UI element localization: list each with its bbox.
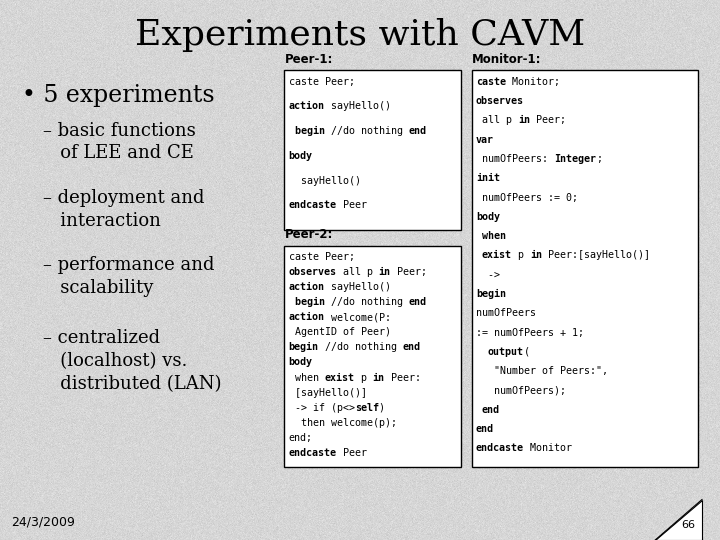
Text: body: body (289, 357, 312, 368)
Bar (472, 70, 698, 467)
Text: endcaste: endcaste (289, 200, 337, 211)
Text: self: self (355, 403, 379, 413)
Text: – deployment and
   interaction: – deployment and interaction (43, 189, 204, 230)
Text: begin: begin (289, 126, 325, 136)
Text: in: in (518, 116, 530, 125)
Text: endcaste: endcaste (476, 443, 524, 454)
Text: caste: caste (476, 77, 506, 87)
Bar (284, 70, 461, 230)
Text: Peer;: Peer; (530, 116, 566, 125)
Text: end: end (402, 342, 420, 353)
Text: exist: exist (325, 373, 355, 382)
Text: //do nothing: //do nothing (319, 342, 402, 353)
Text: • 5 experiments: • 5 experiments (22, 84, 215, 107)
Text: var: var (476, 134, 494, 145)
Text: -> if (p<>: -> if (p<> (289, 403, 355, 413)
Text: numOfPeers := 0;: numOfPeers := 0; (476, 193, 578, 202)
Text: ;: ; (596, 154, 602, 164)
Text: in: in (379, 267, 391, 277)
Text: := numOfPeers + 1;: := numOfPeers + 1; (476, 328, 584, 338)
Text: body: body (289, 151, 312, 161)
Text: Peer:: Peer: (384, 373, 420, 382)
Text: begin: begin (289, 298, 325, 307)
Text: numOfPeers:: numOfPeers: (476, 154, 554, 164)
Text: Experiments with CAVM: Experiments with CAVM (135, 18, 585, 52)
Text: 66: 66 (681, 520, 695, 530)
Text: welcome(P:: welcome(P: (325, 312, 391, 322)
Text: end: end (482, 405, 500, 415)
Text: all p: all p (337, 267, 379, 277)
Text: 24/3/2009: 24/3/2009 (11, 515, 75, 528)
Text: – basic functions
   of LEE and CE: – basic functions of LEE and CE (43, 122, 196, 163)
Text: end: end (476, 424, 494, 434)
Text: when: when (482, 231, 506, 241)
Text: Peer-1:: Peer-1: (284, 53, 333, 66)
Text: action: action (289, 312, 325, 322)
Text: in: in (373, 373, 384, 382)
Text: //do nothing: //do nothing (325, 298, 409, 307)
Text: output: output (488, 347, 524, 357)
Text: observes: observes (476, 96, 524, 106)
Text: action: action (289, 102, 325, 111)
Text: – centralized
   (localhost) vs.
   distributed (LAN): – centralized (localhost) vs. distribute… (43, 329, 222, 393)
Bar (284, 246, 461, 467)
Text: end;: end; (289, 433, 312, 443)
Text: init: init (476, 173, 500, 183)
Text: in: in (530, 251, 542, 260)
Text: ->: -> (476, 270, 500, 280)
Text: begin: begin (289, 342, 319, 353)
Text: all p: all p (476, 116, 518, 125)
Text: Peer: Peer (337, 448, 366, 458)
Text: numOfPeers: numOfPeers (476, 308, 536, 319)
Text: Peer: Peer (337, 200, 366, 211)
Text: end: end (409, 298, 427, 307)
Text: – performance and
   scalability: – performance and scalability (43, 256, 215, 298)
Text: end: end (409, 126, 427, 136)
Text: [sayHello()]: [sayHello()] (289, 388, 366, 397)
Text: sayHello(): sayHello() (289, 176, 361, 186)
Text: Peer;: Peer; (391, 267, 427, 277)
Text: when: when (289, 373, 325, 382)
Text: observes: observes (289, 267, 337, 277)
Text: p: p (355, 373, 373, 382)
Text: begin: begin (476, 289, 506, 299)
Text: sayHello(): sayHello() (325, 102, 391, 111)
Text: then welcome(p);: then welcome(p); (289, 417, 397, 428)
Text: AgentID of Peer): AgentID of Peer) (289, 327, 391, 338)
Text: p: p (512, 251, 530, 260)
Text: (: ( (524, 347, 530, 357)
Text: Peer-2:: Peer-2: (284, 228, 333, 241)
Text: body: body (476, 212, 500, 222)
Text: "Number of Peers:",: "Number of Peers:", (476, 366, 608, 376)
Text: Peer:[sayHello()]: Peer:[sayHello()] (542, 251, 650, 260)
Polygon shape (655, 500, 702, 540)
Text: Monitor;: Monitor; (506, 77, 560, 87)
Text: caste Peer;: caste Peer; (289, 252, 355, 262)
Text: //do nothing: //do nothing (325, 126, 409, 136)
Text: Monitor-1:: Monitor-1: (472, 53, 541, 66)
Text: endcaste: endcaste (289, 448, 337, 458)
Text: caste Peer;: caste Peer; (289, 77, 355, 87)
Text: ): ) (379, 403, 384, 413)
Text: sayHello(): sayHello() (325, 282, 391, 292)
Text: Integer: Integer (554, 154, 596, 164)
Text: numOfPeers);: numOfPeers); (476, 386, 566, 396)
Text: Monitor: Monitor (524, 443, 572, 454)
Text: exist: exist (482, 251, 512, 260)
Text: action: action (289, 282, 325, 292)
